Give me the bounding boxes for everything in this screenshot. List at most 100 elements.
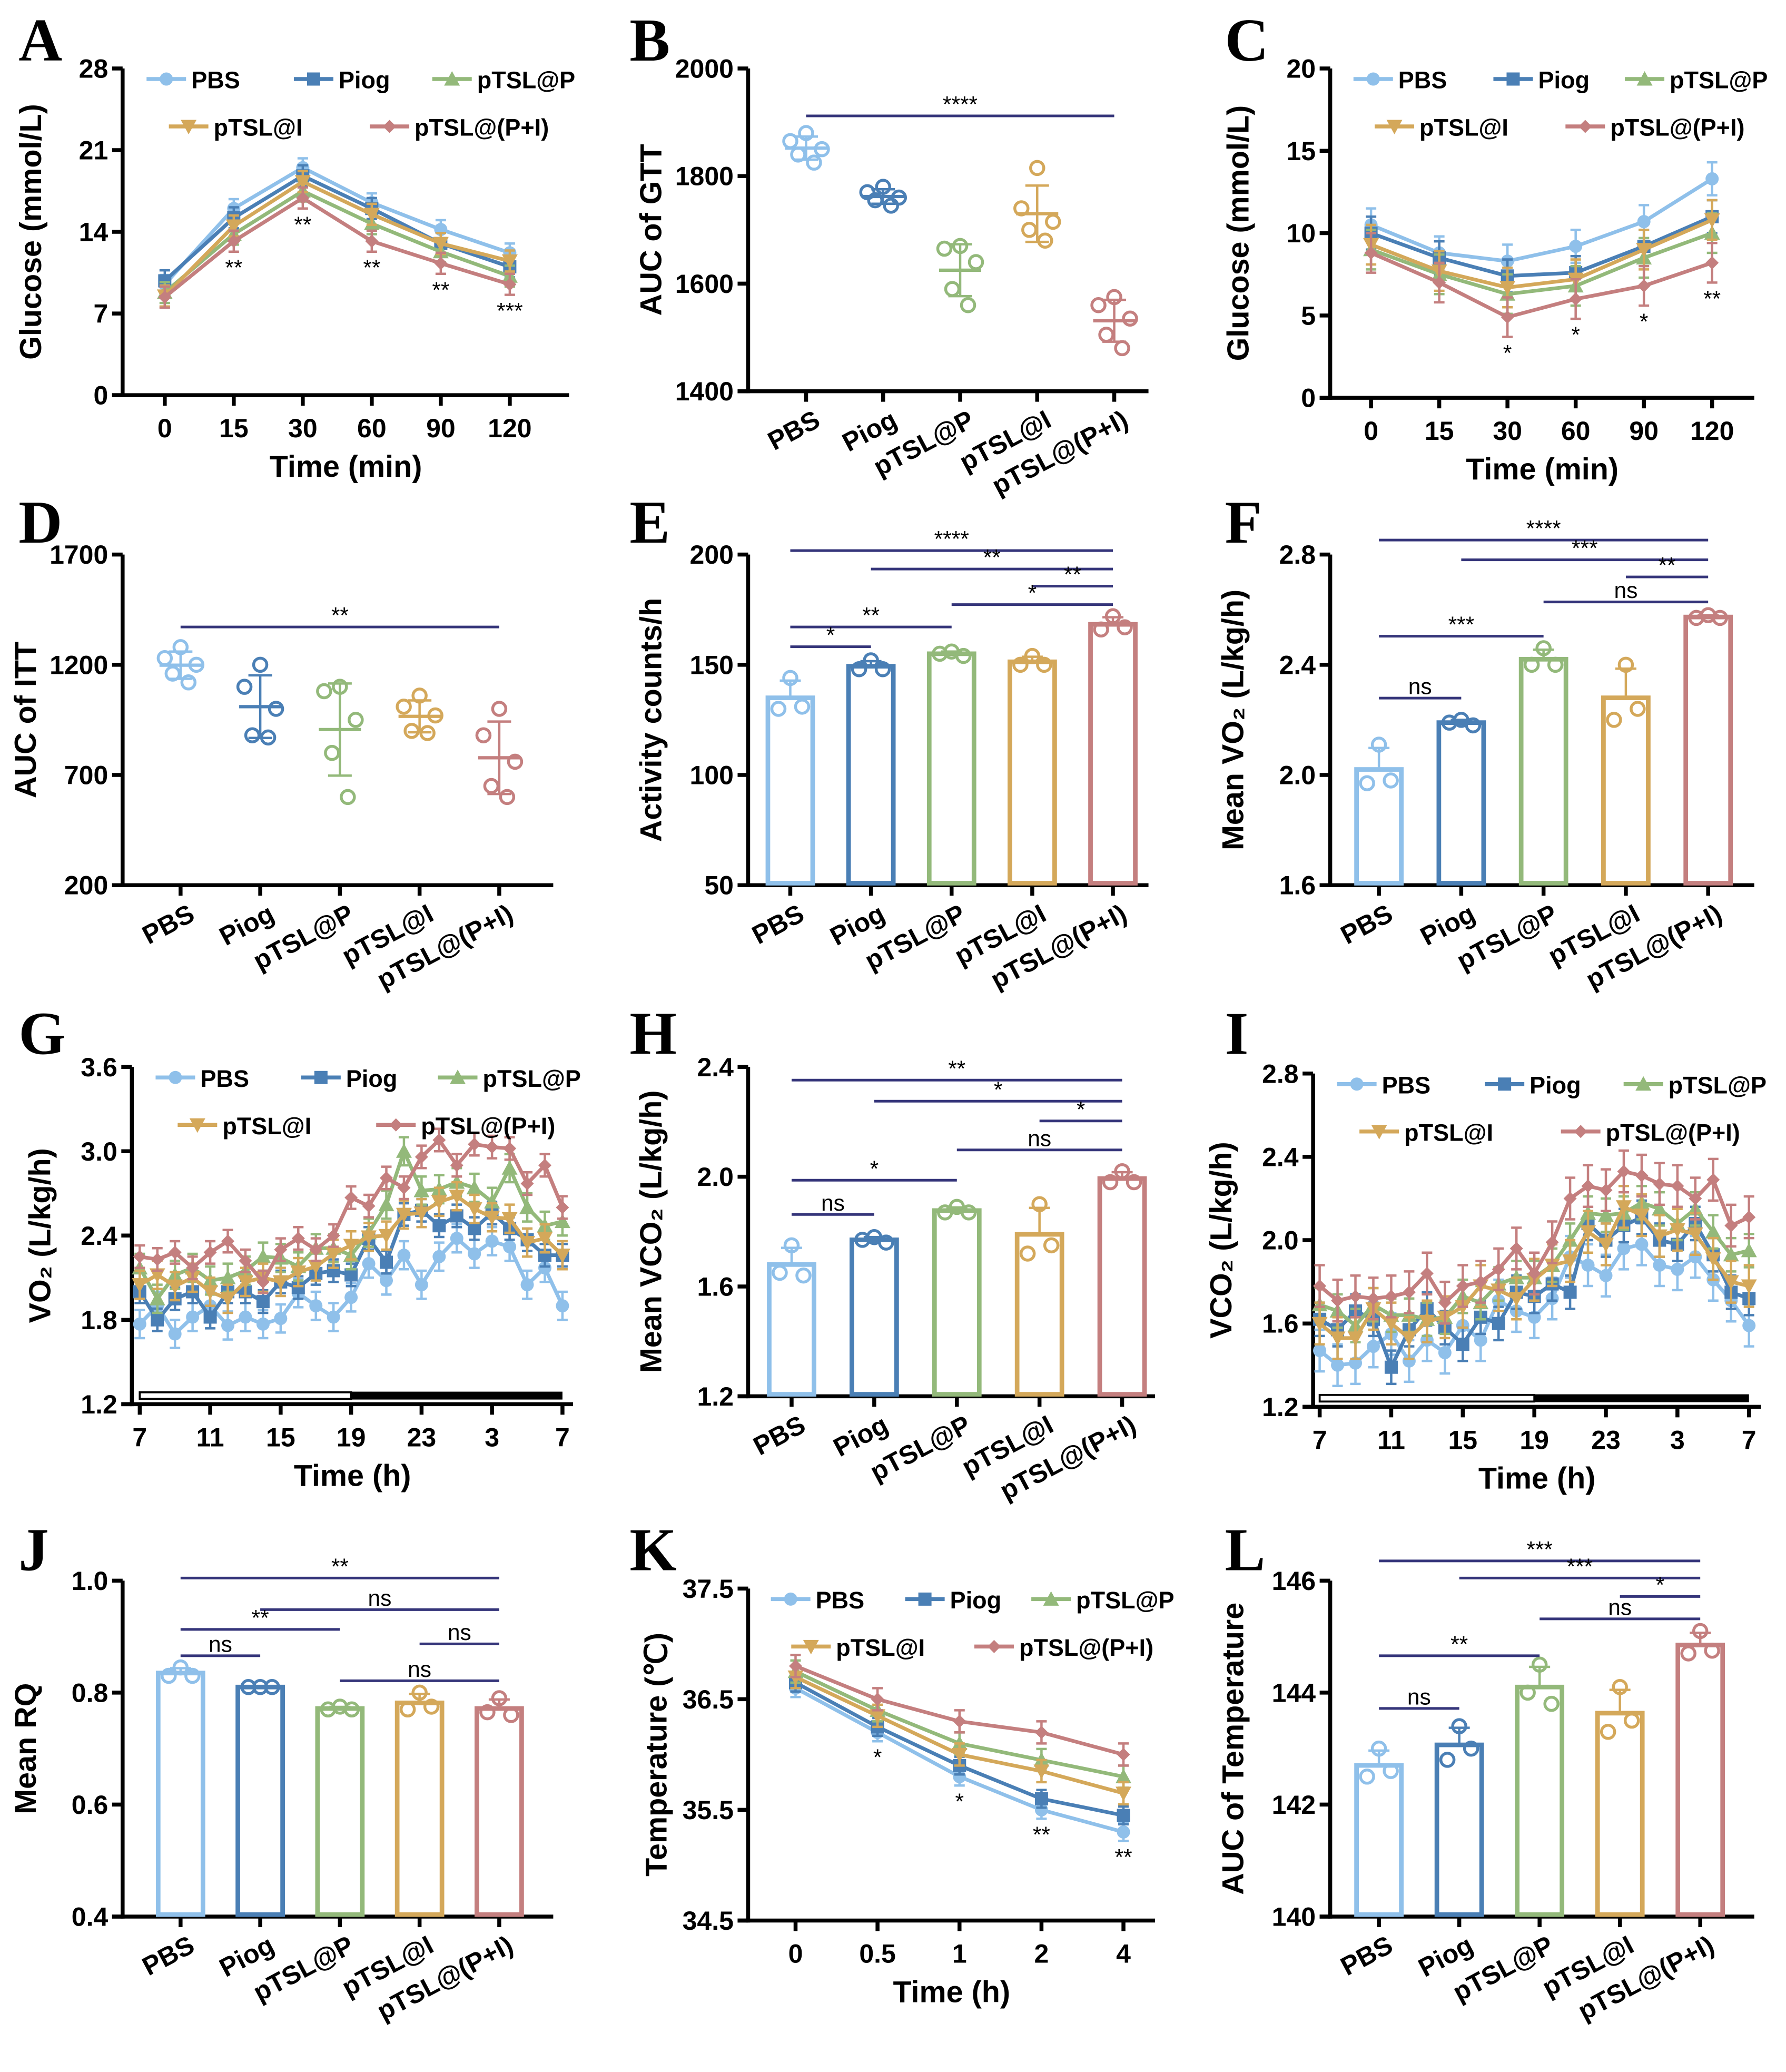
data-point (1441, 714, 1458, 731)
data-point (449, 1190, 465, 1204)
data-point (1383, 1317, 1399, 1332)
y-tick-label: 2.0 (1262, 1226, 1299, 1255)
significance-label: *** (1567, 1555, 1593, 1579)
data-point (202, 1285, 219, 1300)
significance-label: ** (1450, 1632, 1468, 1657)
data-point (501, 1160, 518, 1175)
legend-label: pTSL@I (836, 1634, 925, 1661)
data-point (378, 1229, 394, 1244)
data-point (1313, 1344, 1327, 1358)
data-point (814, 141, 830, 158)
significance-label: **** (943, 93, 978, 117)
data-point (851, 661, 867, 677)
data-point (378, 1196, 394, 1212)
data-point (133, 1250, 146, 1263)
x-tick-label: 7 (1742, 1425, 1757, 1455)
group-PBS (156, 639, 205, 691)
bar (846, 664, 896, 886)
data-point (227, 234, 241, 248)
data-point (1370, 1740, 1387, 1757)
y-tick-label: 2.0 (697, 1162, 734, 1192)
data-point (172, 639, 189, 655)
data-point (519, 1199, 536, 1214)
x-axis-label: Time (min) (1466, 453, 1619, 486)
legend-label: Piog (339, 67, 390, 94)
data-point (1653, 1177, 1666, 1191)
data-point (1465, 717, 1482, 734)
data-point (167, 1279, 183, 1294)
data-point (184, 1667, 201, 1684)
x-tick-label: 7 (555, 1422, 570, 1452)
legend-item: PBS (771, 1587, 864, 1614)
data-point (362, 1199, 376, 1213)
legend-label: pTSL@P (483, 1065, 581, 1092)
data-point (1492, 1317, 1505, 1330)
significance-label: * (1028, 581, 1037, 606)
y-axis-label: Glucose (mmol/L) (1222, 105, 1256, 361)
legend-marker (918, 1592, 932, 1606)
data-point (952, 238, 969, 254)
legend-item: pTSL@P (438, 1065, 581, 1092)
panel-a: A 0 7 14 21 28 Glucose (mmol/L) 0 15 30 60 90 120 Tim… (14, 7, 575, 484)
y-tick-label: 140 (1272, 1902, 1316, 1931)
data-point (1370, 737, 1387, 753)
data-point (316, 683, 332, 700)
legend-marker (189, 1118, 205, 1133)
data-point (1093, 621, 1109, 638)
data-point (236, 679, 253, 695)
y-tick-label: 2.4 (81, 1221, 117, 1251)
group-pTSL@P (1515, 1656, 1565, 1917)
group-pTSL@(P+I) (1097, 1163, 1147, 1397)
data-point (1117, 1825, 1130, 1839)
significance-label: * (1656, 1573, 1665, 1598)
data-point (432, 1250, 446, 1263)
data-point (1598, 1238, 1614, 1252)
panel-letter: J (18, 1516, 49, 1583)
data-point (361, 1230, 377, 1245)
y-tick-label: 20 (1286, 54, 1316, 84)
data-point (1651, 1201, 1667, 1216)
data-point (1126, 1174, 1142, 1191)
y-tick-label: 700 (64, 761, 108, 790)
data-point (484, 1194, 500, 1209)
data-point (484, 1211, 500, 1225)
y-axis-label: AUC of Temperature (1217, 1603, 1250, 1895)
series-line (163, 165, 511, 286)
significance-label: *** (1448, 613, 1475, 637)
x-tick-label: 3 (1670, 1425, 1685, 1455)
legend-item: pTSL@P (432, 67, 575, 94)
data-point (556, 1299, 569, 1313)
y-axis-label: AUC of ITT (9, 642, 43, 798)
y-tick-label: 0 (1301, 384, 1316, 413)
data-point (256, 1295, 270, 1309)
data-point (365, 234, 379, 248)
y-tick-label: 35.5 (683, 1795, 734, 1825)
data-point (363, 208, 380, 222)
data-point (274, 1312, 288, 1325)
legend-label: PBS (200, 1065, 249, 1092)
data-point (944, 281, 961, 297)
data-point (151, 1253, 164, 1266)
bar (1354, 1763, 1404, 1917)
legend-item: pTSL@P (1625, 67, 1768, 94)
series-pTSL@I (132, 1181, 570, 1314)
data-point (537, 1232, 553, 1246)
data-point (1384, 1360, 1398, 1374)
legend-item: pTSL@P (1031, 1587, 1174, 1614)
data-point (782, 670, 798, 686)
data-point (432, 1219, 446, 1233)
legend-marker (1386, 120, 1403, 135)
significance-label: ** (331, 604, 349, 629)
light-phase-bar (1318, 1393, 1536, 1403)
legend-label: pTSL@I (1419, 114, 1508, 141)
x-tick-label: 15 (266, 1422, 295, 1452)
data-point (403, 723, 420, 739)
data-point (432, 1133, 446, 1147)
legend-item: Piog (1493, 67, 1590, 94)
panel-letter: B (629, 7, 670, 74)
x-tick-label: 7 (132, 1422, 147, 1452)
significance-label: ** (983, 546, 1001, 571)
data-point (239, 1310, 252, 1324)
x-tick-label: PBS (748, 1410, 810, 1461)
